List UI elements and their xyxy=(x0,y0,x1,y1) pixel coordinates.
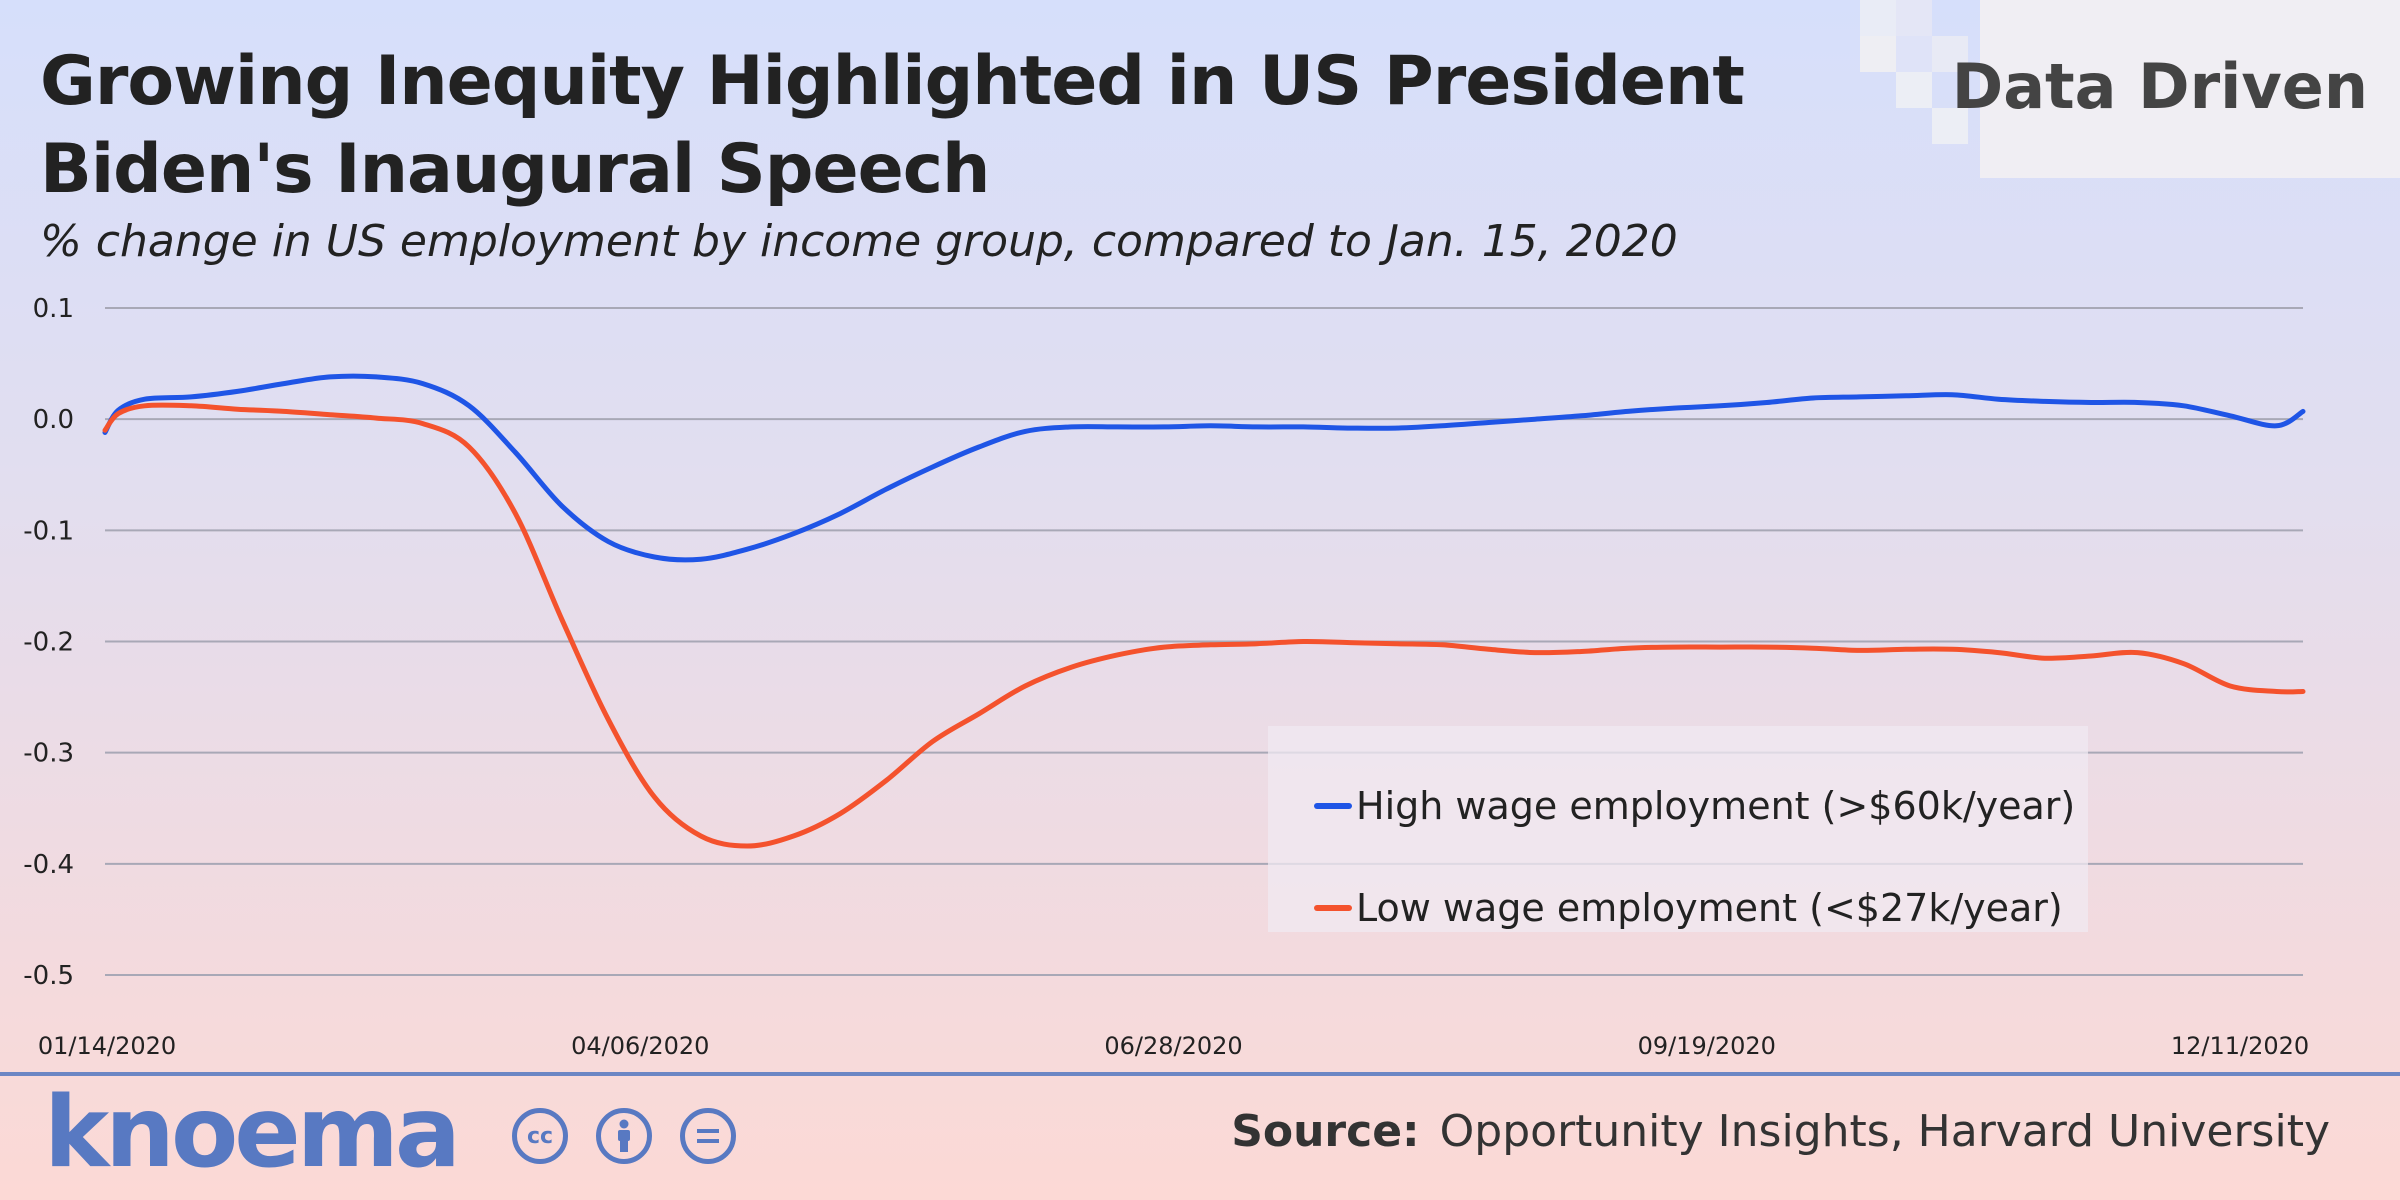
by-attribution-icon[interactable] xyxy=(596,1108,652,1164)
legend-swatch-low-wage xyxy=(1314,905,1352,911)
y-tick-label: -0.3 xyxy=(23,739,74,769)
nd-equals-icon[interactable] xyxy=(680,1108,736,1164)
person-icon xyxy=(618,1119,630,1152)
chart-subtitle: % change in US employment by income grou… xyxy=(40,216,1678,267)
y-tick-label: 0.1 xyxy=(33,294,74,324)
legend-swatch-high-wage xyxy=(1314,803,1352,809)
legend-item-high-wage: High wage employment (>$60k/year) xyxy=(1314,776,2075,836)
brand-badge xyxy=(1980,0,2400,178)
chart-legend: High wage employment (>$60k/year) Low wa… xyxy=(1268,726,2088,932)
series-line-low-wage xyxy=(102,402,2306,849)
chart-series xyxy=(102,373,2306,849)
y-tick-label: -0.2 xyxy=(23,628,74,658)
knoema-logo[interactable]: knoema xyxy=(44,1076,461,1190)
x-tick-label: 06/28/2020 xyxy=(1104,1032,1242,1060)
y-tick-label: -0.4 xyxy=(23,850,74,880)
legend-label-low-wage: Low wage employment (<$27k/year) xyxy=(1356,886,2063,930)
x-tick-label: 12/11/2020 xyxy=(2171,1032,2309,1060)
legend-item-low-wage: Low wage employment (<$27k/year) xyxy=(1314,878,2063,938)
chart-title: Growing Inequity Highlighted in US Presi… xyxy=(40,42,1745,209)
brand-label: Data Driven xyxy=(1951,50,2368,123)
brand-decoration xyxy=(1860,0,2400,180)
equals-icon xyxy=(697,1129,719,1143)
x-tick-label: 09/19/2020 xyxy=(1638,1032,1776,1060)
source-credit: Source: Opportunity Insights, Harvard Uni… xyxy=(1231,1106,2330,1157)
x-axis-ticks: 01/14/2020 04/06/2020 06/28/2020 09/19/2020… xyxy=(38,1032,2309,1060)
source-label: Source: xyxy=(1231,1106,1420,1157)
y-tick-label: -0.1 xyxy=(23,516,74,546)
x-tick-label: 01/14/2020 xyxy=(38,1032,176,1060)
series-line-high-wage xyxy=(102,373,2306,563)
y-tick-label: -0.5 xyxy=(23,961,74,991)
y-tick-label: 0.0 xyxy=(33,405,74,435)
source-text: Opportunity Insights, Harvard University xyxy=(1439,1106,2330,1157)
y-axis-ticks: 0.1 0.0 -0.1 -0.2 -0.3 -0.4 -0.5 xyxy=(23,294,74,991)
cc-icon[interactable]: cc xyxy=(512,1108,568,1164)
x-tick-label: 04/06/2020 xyxy=(571,1032,709,1060)
legend-label-high-wage: High wage employment (>$60k/year) xyxy=(1356,784,2076,828)
footer-divider xyxy=(0,1072,2400,1076)
